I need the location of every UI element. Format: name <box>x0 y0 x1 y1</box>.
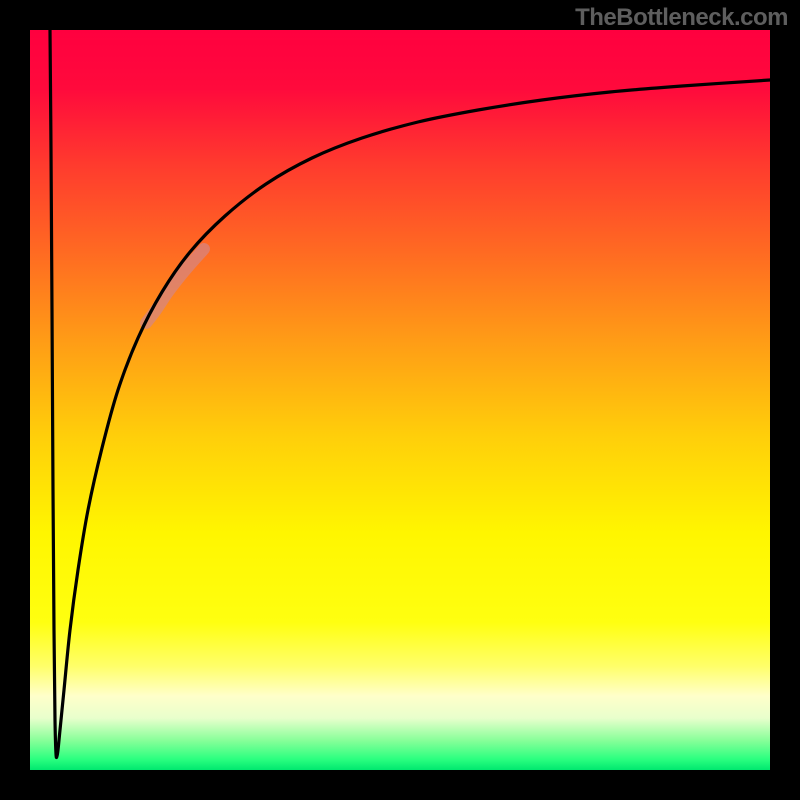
curve-layer <box>30 30 770 770</box>
highlight-segment <box>146 249 204 323</box>
watermark-text: TheBottleneck.com <box>575 4 788 32</box>
main-curve <box>50 30 770 758</box>
plot-area <box>30 30 770 770</box>
chart-frame: TheBottleneck.com <box>0 0 800 800</box>
